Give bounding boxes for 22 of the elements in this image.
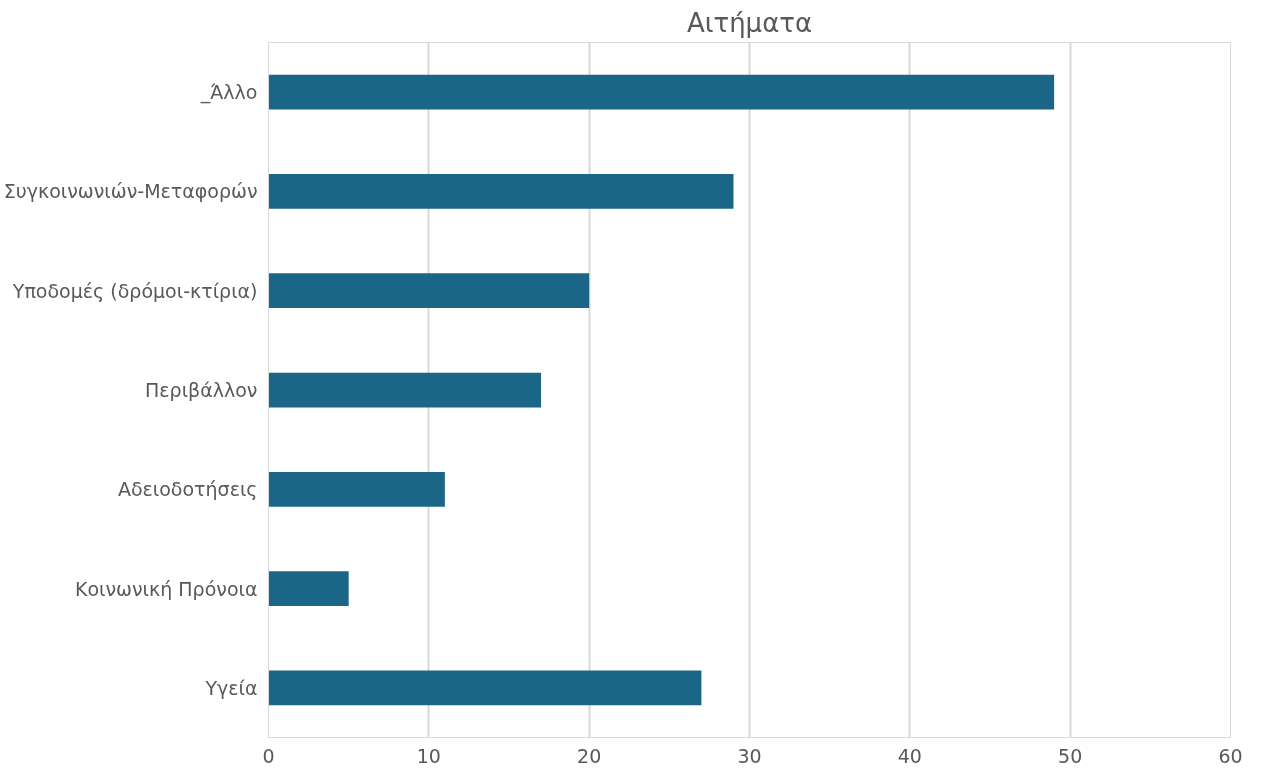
x-tick-label: 40 <box>897 744 922 767</box>
bar <box>268 74 1055 110</box>
x-tick-label: 60 <box>1218 744 1243 767</box>
y-tick-label: _Άλλο <box>199 81 258 105</box>
y-tick-label: Κοινωνική Πρόνοια <box>74 577 258 600</box>
x-tick-label: 10 <box>416 744 441 767</box>
bar <box>268 571 349 606</box>
x-tick-label: 30 <box>737 744 762 767</box>
x-tick-label: 20 <box>577 744 602 767</box>
bar <box>268 471 445 507</box>
y-tick-label: Συγκοινωνιών-Μεταφορών <box>3 180 258 203</box>
bar <box>268 174 734 209</box>
y-tick-label: Περιβάλλον <box>145 379 258 401</box>
bar <box>268 670 702 706</box>
x-tick-label: 50 <box>1058 744 1083 767</box>
chart-title: Αιτήματα <box>686 7 813 38</box>
y-tick-label: Υποδομές (δρόμοι-κτίρια) <box>11 279 258 302</box>
x-tick-label: 0 <box>262 744 275 767</box>
bar <box>268 372 542 408</box>
y-tick-label: Υγεία <box>204 676 258 699</box>
y-tick-label: Αδειοδοτήσεις <box>117 478 258 501</box>
bar <box>268 273 590 309</box>
